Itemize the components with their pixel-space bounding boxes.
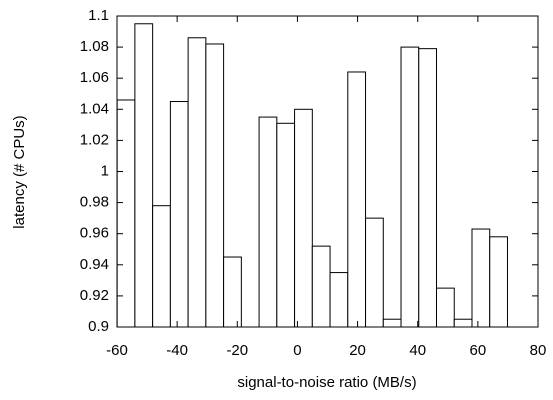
bar (134, 23, 154, 328)
x-tick-label: 80 (530, 342, 547, 359)
bar (418, 48, 438, 328)
y-tick-label: 0.94 (80, 256, 109, 273)
bar (329, 272, 349, 328)
y-axis-label: latency (# CPUs) (11, 115, 28, 228)
y-tick-label: 1.06 (80, 69, 109, 86)
x-tick-label: 60 (470, 342, 487, 359)
x-tick-label: 20 (349, 342, 366, 359)
bar (276, 122, 296, 328)
x-tick-label: 40 (409, 342, 426, 359)
bar (294, 108, 313, 328)
y-tick-label: 0.92 (80, 287, 109, 304)
bar (258, 116, 278, 328)
bar (223, 256, 242, 328)
bar (382, 318, 402, 328)
y-tick-label: 1.1 (88, 7, 109, 24)
y-tick-label: 0.96 (80, 225, 109, 242)
bar (311, 245, 331, 328)
bar (365, 217, 384, 328)
bar (187, 37, 207, 328)
bar (205, 43, 225, 328)
bar (116, 99, 136, 328)
x-axis-label: signal-to-noise ratio (MB/s) (237, 374, 416, 391)
bar (169, 101, 189, 328)
x-tick-label: -20 (226, 342, 248, 359)
bar (400, 46, 420, 328)
y-tick-label: 0.98 (80, 194, 109, 211)
y-tick-label: 1.08 (80, 38, 109, 55)
y-tick-label: 1.04 (80, 100, 109, 117)
bar (453, 318, 473, 328)
x-tick-label: -40 (166, 342, 188, 359)
bar (489, 236, 508, 328)
bar (347, 71, 367, 328)
y-tick-label: 1 (101, 162, 109, 179)
bar (152, 205, 171, 328)
x-tick-label: 0 (293, 342, 301, 359)
bar (436, 287, 455, 328)
y-tick-label: 1.02 (80, 131, 109, 148)
y-tick-label: 0.9 (88, 318, 109, 335)
bar (471, 228, 491, 328)
x-tick-label: -60 (106, 342, 128, 359)
